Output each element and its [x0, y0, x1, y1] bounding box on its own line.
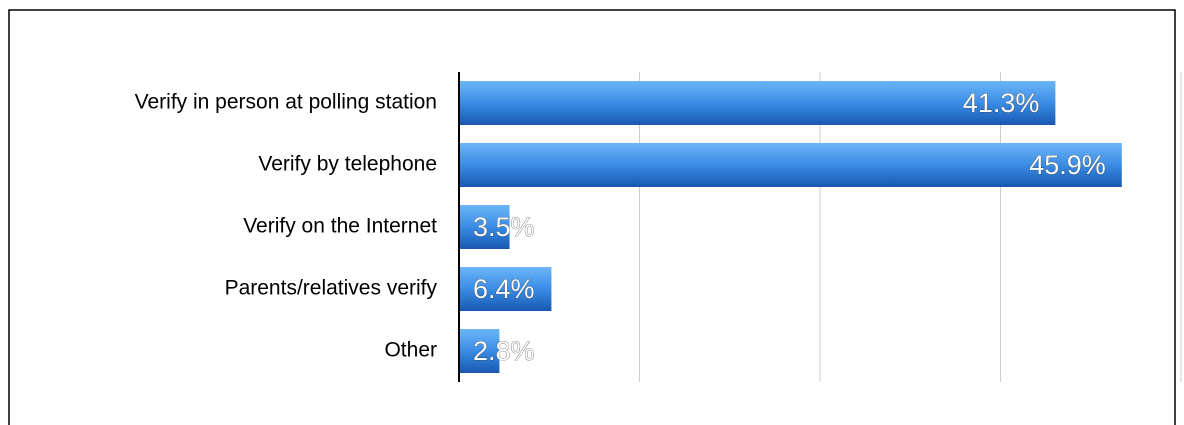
bar	[459, 267, 552, 311]
bar	[459, 81, 1056, 125]
bar	[459, 205, 510, 249]
data-label: 2.8%	[473, 336, 535, 366]
data-label: 6.4%	[473, 274, 535, 304]
data-label: 3.5%	[473, 212, 535, 242]
y-tick-label: Other	[384, 339, 437, 362]
y-tick-label: Verify by telephone	[258, 153, 437, 176]
bar	[459, 143, 1122, 187]
data-label: 41.3%	[963, 88, 1040, 118]
y-tick-label: Parents/relatives verify	[225, 277, 438, 300]
bar	[459, 329, 500, 373]
y-tick-label: Verify in person at polling station	[135, 91, 437, 114]
y-tick-label: Verify on the Internet	[243, 215, 437, 238]
plot-area: Verify in person at polling station 41.3%…	[135, 72, 1182, 382]
data-label: 45.9%	[1029, 150, 1106, 180]
frame	[8, 9, 1176, 425]
